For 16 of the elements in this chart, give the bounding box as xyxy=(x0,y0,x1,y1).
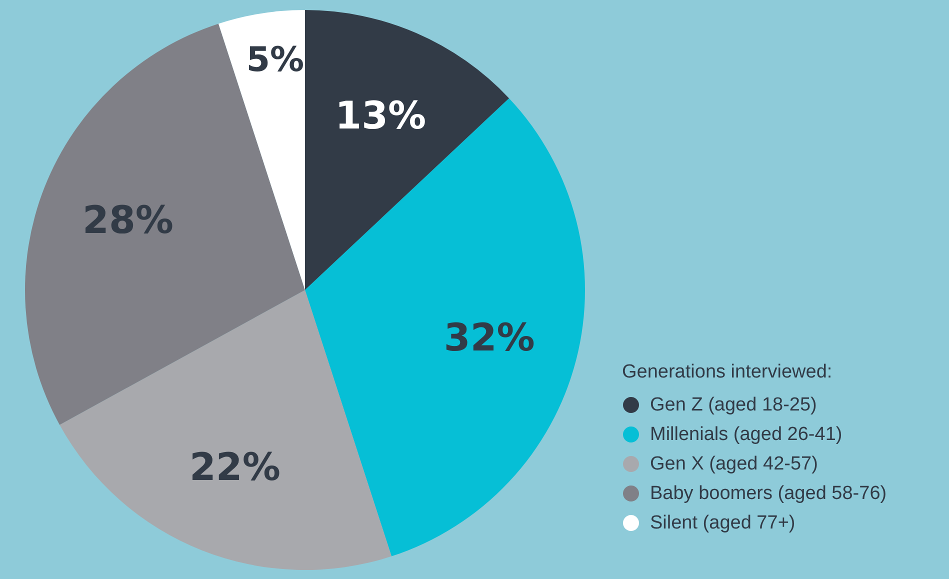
data-label: 28% xyxy=(82,198,174,242)
legend-label: Baby boomers (aged 58-76) xyxy=(650,483,887,504)
legend-label: Millenials (aged 26-41) xyxy=(650,424,842,445)
pie-slice xyxy=(60,290,392,570)
legend-label: Silent (aged 77+) xyxy=(650,512,796,534)
legend-title: Generations interviewed: xyxy=(622,362,832,382)
data-label: 22% xyxy=(189,445,280,490)
pie-slice xyxy=(305,98,585,556)
pie-slice xyxy=(25,24,305,425)
pie-slice xyxy=(218,10,305,290)
data-label: 32% xyxy=(444,315,535,360)
pie-slice xyxy=(305,10,510,290)
data-label: 13% xyxy=(335,93,426,138)
data-label: 5% xyxy=(246,40,304,80)
legend-label: Gen Z (aged 18-25) xyxy=(650,394,817,416)
legend-label: Gen X (aged 42-57) xyxy=(650,454,818,474)
